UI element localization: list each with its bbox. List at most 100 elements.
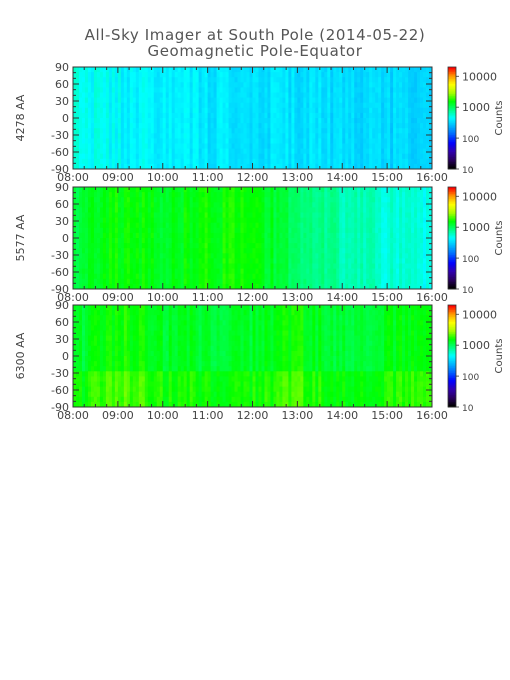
heatmap-cell	[414, 82, 418, 88]
heatmap-cell	[204, 202, 209, 208]
heatmap-cell	[219, 123, 223, 129]
heatmap-cell	[351, 187, 355, 193]
heatmap-cell	[165, 212, 170, 218]
heatmap-cell	[111, 212, 116, 218]
heatmap-cell	[339, 248, 343, 254]
colorbar-segment	[448, 145, 456, 148]
heatmap-cell	[171, 112, 176, 119]
heatmap-cell	[96, 278, 101, 285]
heatmap-cell	[291, 197, 295, 203]
heatmap-cell	[222, 283, 226, 290]
heatmap-cell	[102, 163, 107, 170]
heatmap-cell	[429, 102, 433, 109]
heatmap-cell	[78, 202, 83, 208]
heatmap-cell	[102, 222, 107, 229]
heatmap-cell	[153, 202, 158, 208]
heatmap-cell	[75, 102, 80, 109]
heatmap-cell	[342, 238, 346, 244]
heatmap-cell	[147, 232, 152, 239]
heatmap-cell	[93, 153, 98, 160]
heatmap-cell	[396, 278, 400, 285]
heatmap-cell	[90, 253, 95, 259]
heatmap-cell	[240, 102, 244, 109]
heatmap-cell	[348, 148, 352, 155]
heatmap-cell	[108, 143, 113, 149]
heatmap-cell	[423, 123, 427, 129]
heatmap-cell	[375, 143, 379, 149]
heatmap-cell	[162, 187, 167, 193]
heatmap-cell	[186, 67, 191, 73]
heatmap-cell	[315, 153, 319, 160]
heatmap-cell	[420, 67, 424, 73]
heatmap-cell	[426, 148, 430, 155]
heatmap-cell	[162, 217, 167, 224]
heatmap-cell	[384, 207, 388, 213]
heatmap-cell	[339, 102, 343, 109]
heatmap-cell	[357, 123, 361, 129]
heatmap-cell	[285, 143, 289, 149]
heatmap-cell	[366, 138, 370, 144]
heatmap-cell	[285, 72, 289, 78]
colorbar-segment	[448, 118, 456, 121]
heatmap-cell	[213, 87, 217, 93]
heatmap-cell	[210, 148, 215, 155]
heatmap-cell	[201, 87, 206, 93]
heatmap-cell	[360, 192, 364, 198]
heatmap-cell	[195, 67, 200, 73]
heatmap-cell	[183, 123, 188, 129]
heatmap-cell	[327, 227, 331, 234]
heatmap-cell	[363, 123, 367, 129]
heatmap-cell	[288, 202, 292, 208]
heatmap-cell	[363, 77, 367, 83]
heatmap-cell	[417, 263, 421, 269]
heatmap-cell	[279, 87, 283, 93]
heatmap-cell	[345, 248, 349, 254]
heatmap-cell	[141, 227, 146, 234]
colorbar-segment	[448, 73, 456, 76]
heatmap-cell	[264, 238, 268, 244]
heatmap-cell	[135, 243, 140, 249]
heatmap-cell	[201, 192, 206, 198]
heatmap-cell	[117, 87, 122, 93]
heatmap-cell	[303, 217, 307, 224]
heatmap-cell	[225, 238, 229, 244]
heatmap-cell	[336, 133, 340, 139]
heatmap-cell	[402, 148, 406, 155]
heatmap-cell	[132, 207, 137, 213]
heatmap-cell	[288, 278, 292, 285]
heatmap-cell	[300, 192, 304, 198]
heatmap-cell	[363, 202, 367, 208]
heatmap-cell	[234, 67, 238, 73]
heatmap-cell	[201, 278, 206, 285]
heatmap-cell	[171, 227, 176, 234]
heatmap-cell	[177, 112, 182, 119]
heatmap-cell	[405, 72, 409, 78]
heatmap-cell	[309, 72, 313, 78]
heatmap-cell	[216, 222, 220, 229]
heatmap-cell	[255, 158, 259, 165]
heatmap-cell	[204, 87, 209, 93]
heatmap-cell	[273, 197, 277, 203]
heatmap-cell	[249, 123, 253, 129]
heatmap-cell	[216, 187, 220, 193]
heatmap-cell	[420, 283, 424, 290]
heatmap-cell	[390, 158, 394, 165]
heatmap-cell	[147, 227, 152, 234]
colorbar-segment	[448, 129, 456, 133]
heatmap-cell	[180, 128, 185, 134]
heatmap-cell	[336, 102, 340, 109]
heatmap-cell	[333, 207, 337, 213]
heatmap-cell	[207, 87, 212, 93]
heatmap-cell	[234, 128, 238, 134]
heatmap-cell	[171, 123, 176, 129]
heatmap-cell	[153, 283, 158, 290]
heatmap-cell	[345, 82, 349, 88]
heatmap-cell	[408, 217, 412, 224]
heatmap-cell	[156, 148, 161, 155]
heatmap-cell	[135, 112, 140, 119]
heatmap-cell	[201, 72, 206, 78]
heatmap-cell	[366, 67, 370, 73]
heatmap-cell	[204, 278, 209, 285]
heatmap-cell	[168, 273, 173, 280]
heatmap-cell	[225, 82, 229, 88]
